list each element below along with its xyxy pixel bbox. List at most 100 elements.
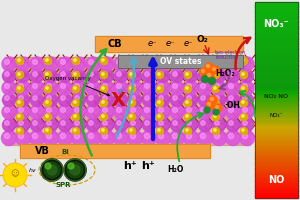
Bar: [255, 166, 298, 169]
Circle shape: [61, 96, 65, 100]
Circle shape: [74, 84, 80, 88]
Circle shape: [172, 60, 178, 64]
Circle shape: [30, 105, 44, 119]
Circle shape: [206, 101, 214, 109]
Circle shape: [128, 118, 142, 132]
Circle shape: [85, 130, 100, 146]
Circle shape: [158, 133, 164, 139]
Circle shape: [32, 60, 38, 64]
Circle shape: [159, 108, 164, 112]
Circle shape: [214, 87, 216, 89]
Circle shape: [29, 130, 44, 146]
Circle shape: [187, 60, 191, 64]
Bar: [255, 188, 298, 191]
Circle shape: [214, 73, 216, 75]
Bar: [255, 46, 298, 49]
Circle shape: [2, 130, 16, 146]
Circle shape: [116, 84, 122, 88]
Bar: [118, 55, 243, 68]
Circle shape: [128, 58, 136, 64]
Circle shape: [117, 72, 121, 76]
Circle shape: [61, 60, 65, 64]
Circle shape: [100, 70, 113, 82]
Bar: [5, 57, 250, 75]
Bar: [255, 38, 298, 41]
Circle shape: [86, 105, 100, 119]
Circle shape: [214, 84, 220, 88]
Bar: [255, 26, 298, 29]
Circle shape: [2, 81, 16, 95]
Circle shape: [74, 73, 76, 75]
Circle shape: [157, 72, 164, 78]
Circle shape: [47, 96, 51, 100]
Circle shape: [86, 94, 100, 106]
Circle shape: [33, 72, 37, 76]
Circle shape: [74, 129, 76, 131]
Circle shape: [89, 96, 93, 100]
Circle shape: [74, 115, 76, 117]
Circle shape: [200, 84, 206, 88]
Circle shape: [100, 118, 113, 132]
Bar: [5, 109, 250, 123]
Circle shape: [187, 84, 191, 88]
Circle shape: [157, 86, 164, 92]
Circle shape: [199, 94, 212, 106]
Bar: [255, 63, 298, 66]
Circle shape: [240, 105, 254, 119]
Circle shape: [214, 59, 216, 61]
Circle shape: [2, 94, 16, 106]
Circle shape: [114, 81, 128, 95]
Circle shape: [229, 60, 233, 64]
Circle shape: [116, 60, 122, 64]
Circle shape: [116, 133, 122, 139]
Circle shape: [16, 128, 23, 134]
Bar: [255, 193, 298, 196]
Circle shape: [241, 86, 248, 92]
Circle shape: [184, 118, 197, 132]
Circle shape: [46, 59, 48, 61]
Circle shape: [212, 114, 220, 120]
Circle shape: [212, 58, 220, 64]
Bar: [255, 114, 298, 117]
Circle shape: [103, 84, 107, 88]
Circle shape: [242, 129, 244, 131]
Circle shape: [75, 96, 79, 100]
Circle shape: [241, 128, 248, 134]
Circle shape: [184, 94, 197, 106]
Circle shape: [44, 72, 52, 78]
Bar: [255, 55, 298, 58]
Circle shape: [116, 108, 122, 112]
Circle shape: [228, 133, 234, 139]
Circle shape: [186, 115, 188, 117]
Circle shape: [128, 130, 142, 146]
Circle shape: [18, 133, 24, 139]
Circle shape: [240, 57, 254, 71]
Circle shape: [44, 70, 58, 82]
Circle shape: [61, 84, 65, 88]
Circle shape: [128, 128, 136, 134]
Circle shape: [86, 118, 100, 132]
Circle shape: [44, 58, 52, 64]
Circle shape: [142, 105, 156, 119]
Circle shape: [229, 96, 233, 100]
Circle shape: [156, 81, 170, 95]
Circle shape: [73, 70, 85, 82]
Circle shape: [19, 60, 23, 64]
Bar: [255, 195, 298, 198]
Circle shape: [18, 59, 20, 61]
Circle shape: [44, 81, 58, 95]
Circle shape: [102, 87, 104, 89]
Circle shape: [170, 118, 184, 132]
Bar: [255, 185, 298, 188]
Circle shape: [100, 114, 107, 120]
Circle shape: [172, 133, 178, 139]
Circle shape: [46, 84, 52, 88]
Circle shape: [103, 121, 107, 125]
Circle shape: [184, 57, 198, 71]
Circle shape: [242, 87, 244, 89]
Circle shape: [47, 121, 51, 125]
Circle shape: [46, 108, 52, 112]
Circle shape: [241, 72, 248, 78]
Circle shape: [242, 108, 247, 112]
Circle shape: [184, 128, 191, 134]
